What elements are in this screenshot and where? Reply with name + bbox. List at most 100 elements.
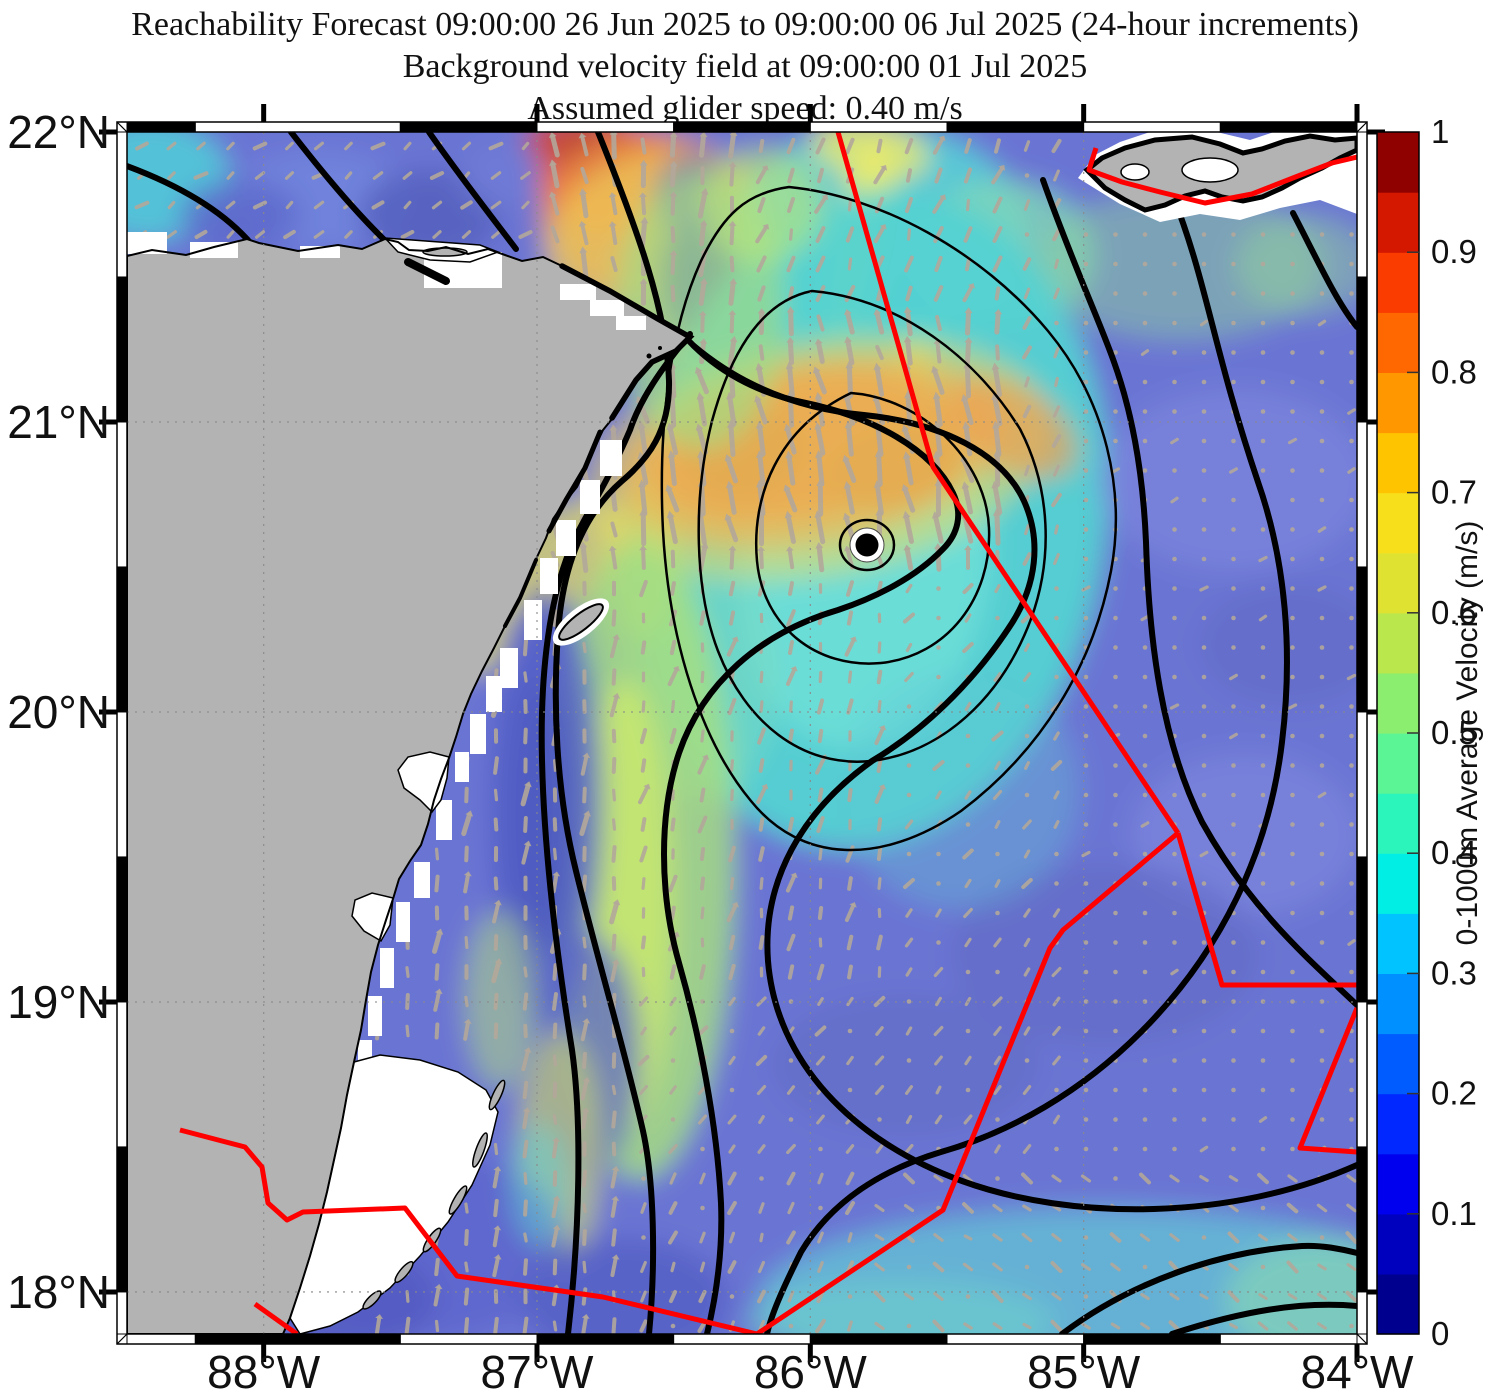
quiver-dot	[1083, 409, 1089, 414]
quiver-dot	[1172, 1087, 1177, 1093]
quiver-arrow	[610, 194, 618, 216]
quiver-arrow	[611, 818, 617, 831]
quiver-arrow	[966, 198, 970, 212]
quiver-arrow	[847, 198, 853, 212]
quiver-arrow	[934, 1055, 943, 1066]
quiver-arrowhead	[612, 692, 621, 699]
quiver-arrow	[1228, 1203, 1239, 1213]
quiver-arrowhead	[790, 872, 798, 879]
quiver-dot	[965, 1294, 971, 1299]
quiver-arrow	[815, 255, 826, 273]
quiver-arrow	[1024, 523, 1030, 536]
quiver-dot	[906, 1323, 912, 1329]
quiver-dot	[1349, 763, 1354, 768]
quiver-arrow	[669, 395, 677, 428]
quiver-arrow	[464, 995, 469, 1008]
quiver-arrow	[1080, 1263, 1092, 1271]
quiver-arrowhead	[669, 160, 678, 167]
quiver-arrow	[582, 786, 587, 804]
quiver-dot	[1201, 232, 1207, 237]
quiver-dot	[1319, 468, 1325, 473]
quiver-arrow	[1022, 1144, 1032, 1154]
quiver-dot	[1083, 1028, 1089, 1034]
quiver-arrow	[904, 547, 914, 571]
quiver-arrowhead	[934, 477, 943, 486]
quiver-arrow	[520, 783, 531, 807]
quiver-arrow	[1316, 1203, 1328, 1213]
frame-zebra-segment	[1356, 1291, 1368, 1335]
quiver-dot	[1054, 851, 1059, 857]
quiver-arrow	[993, 425, 1002, 457]
quiver-dot	[1142, 1117, 1148, 1122]
quiver-arrow	[371, 200, 385, 210]
quiver-arrowhead	[757, 546, 766, 551]
quiver-arrow	[816, 314, 825, 332]
x-tick-label: 88°W	[207, 1346, 321, 1392]
quiver-arrow	[932, 1319, 945, 1333]
quiver-arrow	[847, 670, 853, 684]
quiver-arrow	[902, 612, 916, 624]
quiver-arrow	[431, 200, 443, 210]
quiver-arrow	[463, 873, 470, 894]
quiver-dot	[1024, 232, 1030, 237]
quiver-arrow	[964, 701, 972, 712]
quiver-dot	[1113, 792, 1118, 798]
quiver-arrow	[934, 167, 943, 184]
quiver-arrow	[727, 1201, 737, 1215]
quiver-arrow	[611, 757, 617, 774]
quiver-arrow	[962, 848, 974, 860]
quiver-arrow	[550, 194, 560, 216]
quiver-arrow	[697, 756, 708, 775]
quiver-dot	[1201, 615, 1207, 621]
quiver-arrowhead	[901, 484, 910, 492]
reachability-front-thick	[538, 331, 693, 1334]
quiver-arrow	[1199, 585, 1209, 592]
colorbar-band	[1377, 132, 1419, 193]
quiver-arrow	[759, 877, 764, 890]
quiver-dot	[1172, 615, 1177, 621]
quiver-dot	[1319, 1235, 1325, 1240]
quiver-dot	[1231, 438, 1236, 444]
quiver-dot	[995, 851, 1000, 857]
quiver-arrow	[639, 425, 648, 457]
quiver-arrow	[758, 758, 765, 773]
quiver-dot	[1349, 910, 1354, 916]
quiver-arrow	[552, 1258, 558, 1276]
quiver-arrow	[962, 582, 974, 595]
quiver-arrow	[640, 1290, 647, 1303]
quiver-dot	[1319, 704, 1325, 709]
no-data-shelf	[560, 284, 596, 300]
quiver-dot	[670, 1058, 676, 1063]
quiver-arrow	[876, 758, 883, 773]
quiver-arrowhead	[968, 283, 976, 289]
quiver-arrow	[962, 641, 974, 654]
quiver-arrowhead	[757, 308, 766, 314]
frame-zebra-segment	[1083, 1333, 1221, 1345]
frame-corner-notch	[1356, 1333, 1368, 1345]
quiver-arrow	[845, 226, 855, 243]
quiver-arrow	[759, 548, 764, 570]
quiver-dot	[1349, 969, 1354, 975]
quiver-arrow	[789, 228, 793, 241]
quiver-dot	[1201, 674, 1207, 680]
quiver-dot	[1201, 379, 1207, 385]
quiver-arrow	[1051, 434, 1062, 448]
quiver-arrow	[815, 137, 826, 155]
quiver-arrowhead	[494, 958, 503, 965]
quiver-arrow	[611, 845, 617, 863]
x-tick-label: 85°W	[1027, 1346, 1141, 1392]
quiver-arrow	[787, 905, 795, 921]
quiver-dot	[1142, 468, 1148, 473]
quiver-arrowhead	[608, 221, 617, 227]
frame-zebra-segment	[399, 1333, 538, 1345]
quiver-arrow	[1051, 1204, 1062, 1212]
quiver-arrow	[698, 281, 707, 306]
quiver-dot	[1083, 1058, 1089, 1063]
quiver-dot	[965, 969, 971, 975]
quiver-dot	[1260, 1058, 1266, 1063]
quiver-dot	[1260, 1146, 1266, 1152]
quiver-arrow	[756, 1084, 767, 1096]
quiver-arrow	[551, 1197, 559, 1219]
quiver-arrowhead	[552, 1137, 561, 1143]
quiver-dot	[1083, 468, 1089, 473]
